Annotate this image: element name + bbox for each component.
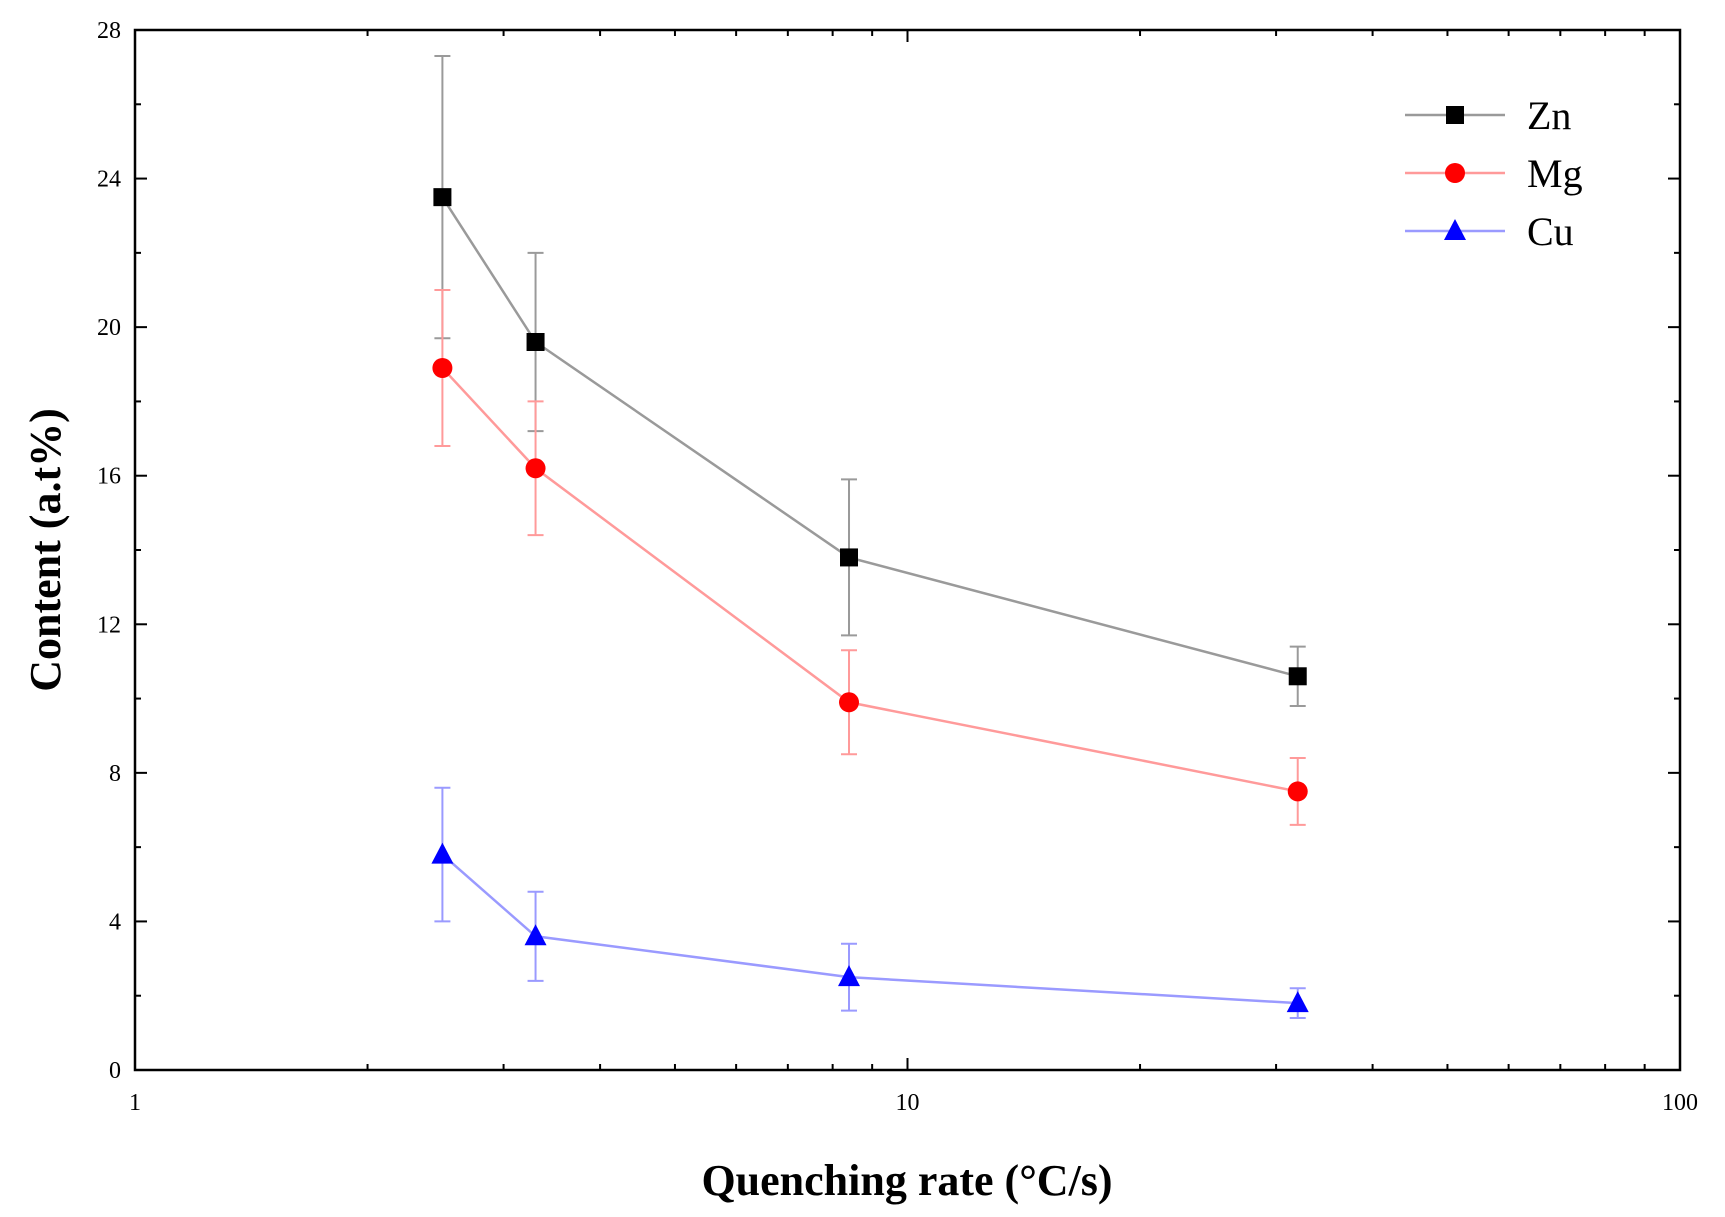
- series-mg: [432, 289, 1308, 826]
- data-point-mg: [839, 692, 860, 713]
- plot-frame: [133, 28, 1682, 1072]
- legend-item-mg: Mg: [1405, 151, 1583, 196]
- data-point-mg: [1287, 781, 1308, 802]
- legend-marker-cu: [1444, 219, 1466, 240]
- y-tick-label: 8: [109, 761, 121, 787]
- data-point-zn: [433, 188, 452, 207]
- legend-item-cu: Cu: [1405, 209, 1574, 254]
- data-point-mg: [525, 458, 546, 479]
- y-tick-label: 20: [97, 315, 121, 341]
- x-axis-title: Quenching rate (°C/s): [701, 1156, 1112, 1205]
- legend-label-zn: Zn: [1527, 93, 1571, 138]
- series-line-mg: [441, 367, 1298, 793]
- data-point-zn: [1288, 667, 1307, 686]
- legend-label-cu: Cu: [1527, 209, 1574, 254]
- x-tick-label: 100: [1662, 1090, 1698, 1116]
- y-tick-label: 4: [109, 909, 121, 935]
- series-line-cu: [441, 853, 1298, 1005]
- data-point-cu: [1286, 991, 1309, 1013]
- x-tick-label: 10: [896, 1090, 920, 1116]
- y-tick-label: 24: [97, 167, 121, 193]
- data-point-zn: [526, 333, 545, 351]
- legend-marker-mg: [1445, 163, 1465, 183]
- legend-label-mg: Mg: [1527, 151, 1583, 196]
- data-point-cu: [838, 965, 861, 987]
- data-point-cu: [524, 924, 547, 946]
- y-tick-label: 0: [109, 1058, 121, 1084]
- x-tick-label: 1: [129, 1090, 141, 1116]
- series-zn: [433, 55, 1307, 707]
- y-axis-title: Content (a.t%): [21, 408, 70, 692]
- data-point-cu: [431, 842, 454, 864]
- y-tick-label: 16: [97, 464, 121, 490]
- legend-item-zn: Zn: [1405, 93, 1571, 138]
- series-cu: [431, 786, 1309, 1019]
- legend-marker-zn: [1446, 106, 1464, 124]
- y-tick-label: 12: [97, 612, 121, 638]
- data-point-mg: [432, 358, 453, 378]
- series-line-zn: [441, 196, 1299, 678]
- data-point-zn: [840, 548, 859, 567]
- y-tick-label: 28: [97, 18, 121, 44]
